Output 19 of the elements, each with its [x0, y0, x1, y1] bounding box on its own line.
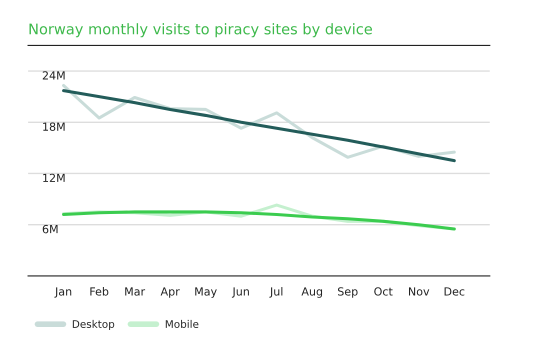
legend-label: Mobile: [166, 320, 198, 328]
legend-label: Desktop: [72, 320, 114, 330]
x-tick-label: Oct: [374, 287, 393, 296]
x-tick-label: Apr: [160, 287, 180, 298]
x-tick-label: Nov: [408, 287, 430, 296]
x-tick-label: Jul: [269, 287, 282, 298]
x-tick-label: May: [195, 287, 217, 298]
x-tick-label: Dec: [444, 287, 464, 296]
y-tick-label: 12M: [43, 174, 65, 182]
x-tick-label: Mar: [125, 287, 146, 296]
y-tick-label: 24M: [42, 71, 65, 80]
x-tick-label: Feb: [90, 287, 108, 296]
y-tick-label: 18M: [43, 122, 65, 131]
x-tick-label: Aug: [301, 287, 322, 298]
x-tick-label: Jun: [232, 287, 249, 298]
x-tick-label: Sep: [338, 287, 358, 298]
x-tick-label: Jan: [54, 287, 72, 298]
chart-title: Norway monthly visits to piracy sites by device: [30, 23, 372, 38]
y-tick-label: 6M: [42, 224, 58, 234]
